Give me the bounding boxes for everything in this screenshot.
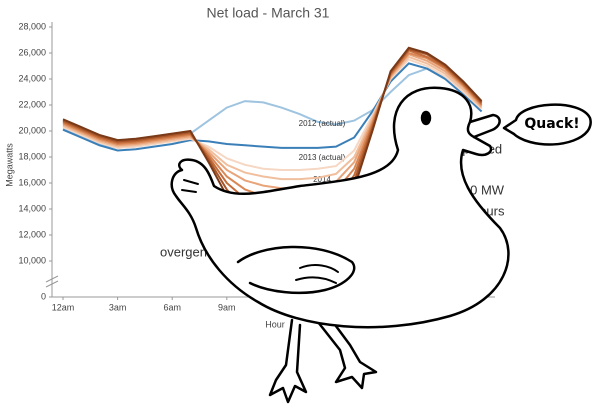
y-tick-label: 10,000 [18,255,46,265]
series-label: 2012 (actual) [299,119,346,128]
y-tick-label: 12,000 [18,229,46,239]
series-line [62,62,483,152]
duck-wing-feathers [295,264,339,284]
speech-bubble [502,103,592,146]
series-line [62,58,483,171]
y-tick-label: 14,000 [18,203,46,213]
duck-wing [236,245,356,295]
duck-body [170,86,510,329]
x-tick-label: 6am [163,302,181,312]
y-tick-label: 24,000 [18,73,46,83]
series-line [62,55,483,181]
duck-leg [316,316,378,390]
y-tick-label: 0 [41,291,46,301]
x-tick-label: 3am [109,302,127,312]
y-tick-label: 22,000 [18,99,46,109]
duck-eye [420,110,432,126]
x-tick-label: 9am [218,302,236,312]
y-tick-label: 28,000 [18,21,46,31]
y-tick-label: 18,000 [18,151,46,161]
x-tick-label: 12am [52,302,75,312]
duck-leg [268,318,308,404]
speech-text: Quack! [524,116,579,132]
duck-beak-line [466,120,476,139]
y-tick-label: 16,000 [18,177,46,187]
y-tick-label: 26,000 [18,47,46,57]
chart-title: Net load - March 31 [207,5,330,21]
duck-drawing [170,86,592,404]
series-label: 2014 [313,175,331,184]
series-label: 2013 (actual) [299,153,346,162]
y-axis-label: Megawatts [4,143,14,187]
series-line [62,53,483,190]
axis-break [45,275,59,288]
duck-tail-lines [181,179,199,193]
y-tick-label: 20,000 [18,125,46,135]
x-axis-label: Hour [265,319,285,329]
